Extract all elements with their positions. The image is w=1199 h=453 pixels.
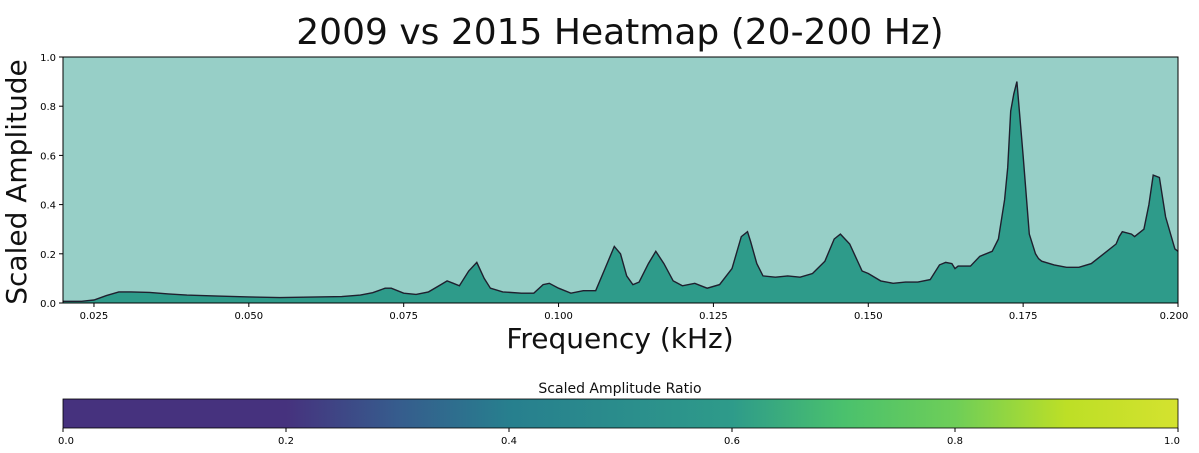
colorbar-tick-label: 0.0 bbox=[58, 436, 74, 447]
x-axis-label: Frequency (kHz) bbox=[506, 322, 733, 355]
y-tick-label: 0.2 bbox=[40, 250, 56, 261]
x-tick-label: 0.200 bbox=[1160, 311, 1189, 322]
y-tick-label: 1.0 bbox=[40, 53, 56, 64]
colorbar-axis: 0.0 0.2 0.4 0.6 0.8 1.0 bbox=[58, 428, 1180, 447]
colorbar-tick-label: 1.0 bbox=[1164, 436, 1180, 447]
y-tick-label: 0.8 bbox=[40, 102, 56, 113]
x-axis: 0.025 0.050 0.075 0.100 0.125 0.150 0.175 0.200 bbox=[80, 303, 1189, 322]
amplitude-area bbox=[63, 81, 1178, 303]
colorbar bbox=[62, 398, 1179, 429]
x-tick-label: 0.100 bbox=[544, 311, 573, 322]
amplitude-line bbox=[63, 81, 1178, 302]
y-tick-label: 0.0 bbox=[40, 299, 56, 310]
plot-area bbox=[62, 56, 1179, 304]
x-tick-label: 0.150 bbox=[854, 311, 883, 322]
colorbar-tick-label: 0.8 bbox=[947, 436, 963, 447]
colorbar-tick-label: 0.2 bbox=[278, 436, 294, 447]
x-tick-label: 0.075 bbox=[389, 311, 418, 322]
colorbar-tick-label: 0.4 bbox=[501, 436, 517, 447]
y-axis-label: Scaled Amplitude bbox=[0, 59, 33, 305]
x-tick-label: 0.125 bbox=[699, 311, 728, 322]
x-tick-label: 0.050 bbox=[235, 311, 264, 322]
x-tick-label: 0.025 bbox=[80, 311, 109, 322]
plot-frame bbox=[62, 56, 1179, 304]
colorbar-tick-label: 0.6 bbox=[724, 436, 740, 447]
x-tick-label: 0.175 bbox=[1009, 311, 1038, 322]
y-axis: 0.0 0.2 0.4 0.6 0.8 1.0 bbox=[40, 53, 63, 310]
colorbar-title: Scaled Amplitude Ratio bbox=[538, 381, 701, 397]
y-tick-label: 0.4 bbox=[40, 201, 56, 212]
y-tick-label: 0.6 bbox=[40, 151, 56, 162]
chart-title: 2009 vs 2015 Heatmap (20-200 Hz) bbox=[296, 12, 943, 53]
